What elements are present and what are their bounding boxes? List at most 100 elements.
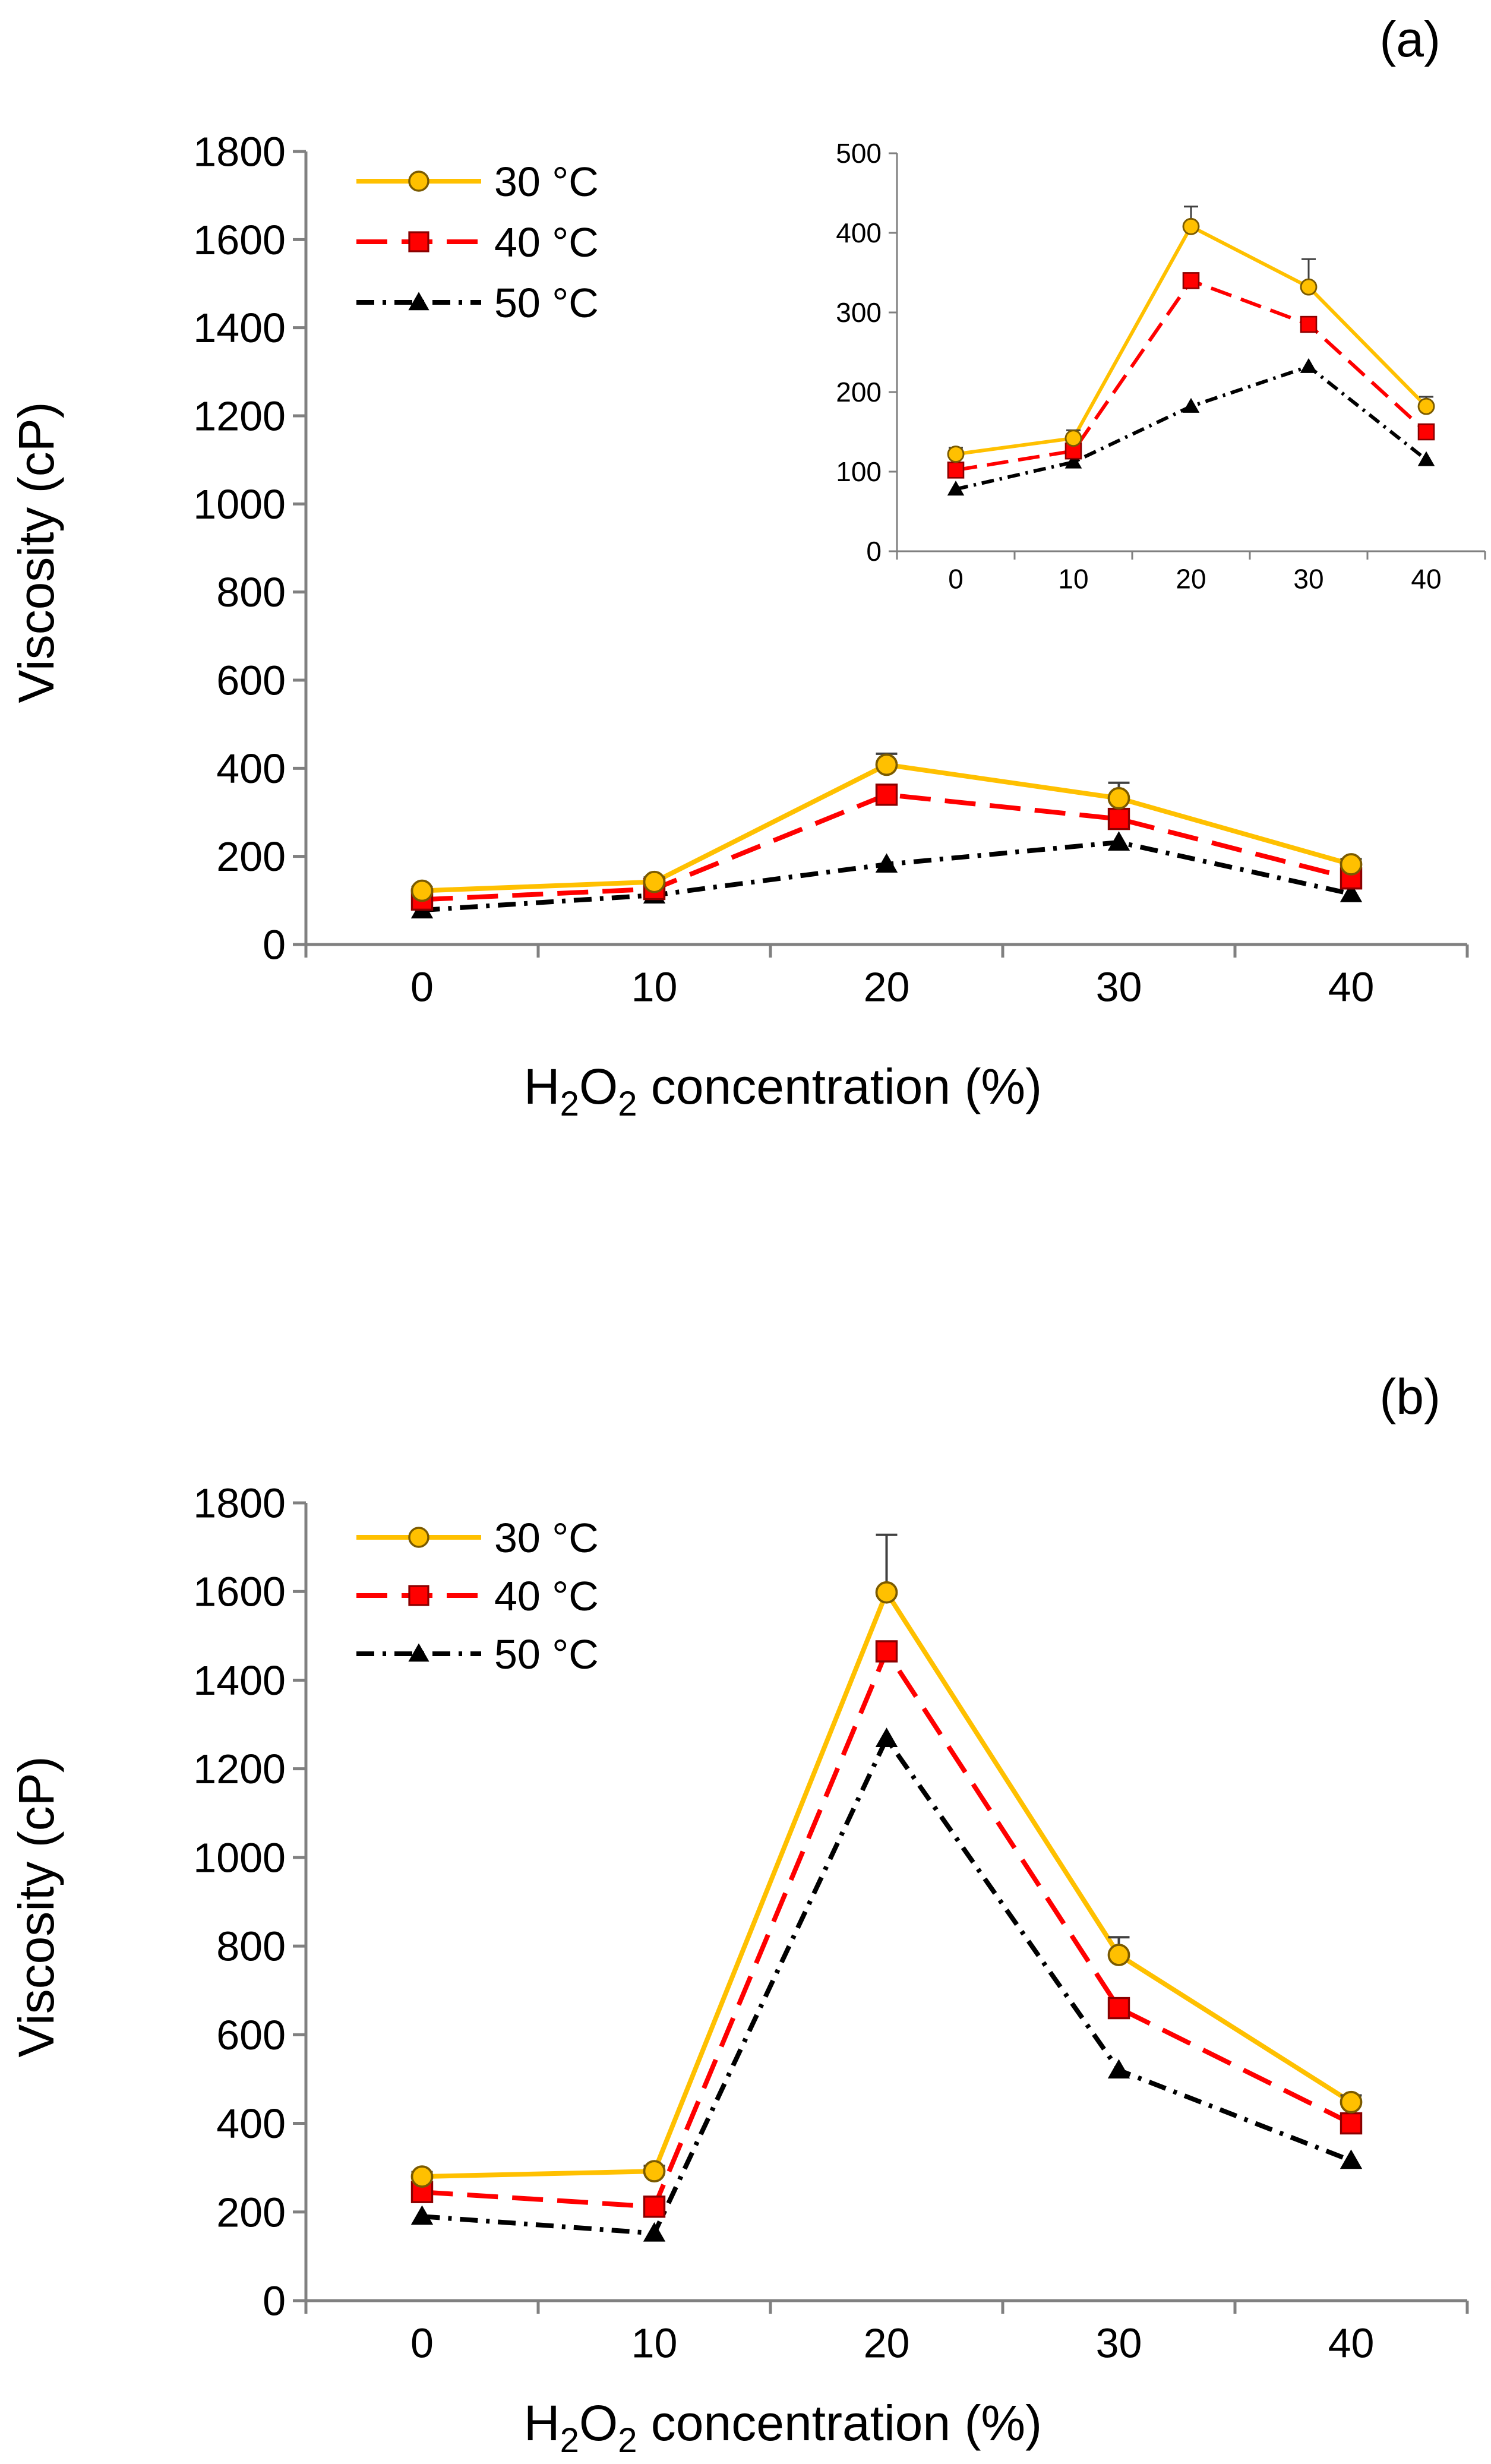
panel-a-legend-label: 40 °C — [494, 219, 599, 266]
panel-b-series-30c-point — [643, 2160, 666, 2183]
panel-b-series-30c-line — [422, 1590, 1353, 2179]
panel-b-legend-label: 30 °C — [494, 1515, 599, 1561]
panel-a-inset-series-30c-point — [1182, 217, 1200, 235]
panel-b-legend-label: 40 °C — [494, 1573, 599, 1619]
panel-a-y-tick-label: 400 — [216, 745, 286, 792]
panel-a-legend-marker — [408, 231, 429, 252]
panel-b-legend: 30 °C 40 °C 50 °C — [356, 1515, 599, 1678]
panel-a-y-tick-label: 1000 — [193, 481, 286, 527]
panel-a-series-30c-point — [1107, 786, 1130, 810]
panel-a-inset-series-30c-point — [1417, 397, 1435, 415]
panel-b-series-40c-point — [875, 1640, 898, 1663]
panel-a-inset-x-tick-label: 20 — [1176, 563, 1206, 594]
panel-a-inset-y-tick-label: 300 — [836, 297, 882, 328]
panel-a-y-tick-label: 1400 — [193, 305, 286, 351]
panel-a-x-tick-label: 40 — [1328, 964, 1375, 1010]
panel-b-legend-marker — [408, 1527, 429, 1548]
panel-b-y-tick-label: 800 — [216, 1923, 286, 1970]
panel-a-inset-series-40c-point — [1182, 272, 1200, 289]
panel-a-inset-series-50c-point — [1417, 451, 1435, 466]
panel-b-legend-label: 50 °C — [494, 1631, 599, 1678]
panel-a-y-tick-label: 200 — [216, 833, 286, 880]
panel-b-series-50c-point — [875, 1727, 898, 1747]
panel-a-y-tick-label: 0 — [263, 922, 286, 968]
panel-b-y-tick-label: 1800 — [193, 1480, 286, 1527]
panel-a-series-50c-point — [1107, 831, 1130, 851]
panel-b-series-30c-point — [410, 2165, 434, 2188]
panel-a-y-axis-label: Viscosity (cP) — [8, 402, 64, 703]
panel-a-inset-y-tick-label: 400 — [836, 217, 882, 248]
panel-b-y-tick-label: 0 — [263, 2278, 286, 2324]
panel-a-series-30c-point — [1340, 853, 1363, 876]
panel-a-legend-marker — [408, 292, 429, 311]
panel-a-inset-x-tick-label: 10 — [1058, 563, 1088, 594]
panel-a-inset-series-40c-line — [955, 279, 1428, 472]
panel-a-inset-series-40c-point — [1300, 315, 1318, 333]
panel-a-series-50c-line — [422, 839, 1352, 913]
panel-a-series-40c-point — [1107, 807, 1130, 830]
panel-a-inset-series-30c-point — [1300, 278, 1318, 296]
panel-a-x-tick-label: 20 — [864, 964, 910, 1010]
panel-b-y-tick-label: 400 — [216, 2100, 286, 2147]
panel-b-series-50c-point — [1107, 2059, 1130, 2079]
panel-b-legend-marker — [408, 1585, 429, 1606]
panel-b-x-tick-label: 20 — [864, 2320, 910, 2367]
panel-b-y-tick-label: 1200 — [193, 1746, 286, 1792]
panel-b-x-tick-label: 40 — [1328, 2320, 1375, 2367]
panel-a-inset-series-50c-point — [1064, 453, 1082, 469]
panel-a-x-axis-label: H2O2 concentration (%) — [524, 1059, 1042, 1123]
panel-b-chart: (b) Viscosity (cP) H2O2 concentration (%… — [8, 1369, 1469, 2460]
panel-b-y-tick-label: 1000 — [193, 1834, 286, 1881]
panel-b-y-tick-label: 1400 — [193, 1657, 286, 1704]
panel-a-inset-x-tick-label: 40 — [1411, 563, 1441, 594]
panel-a-series-40c-point — [875, 784, 898, 806]
panel-b-series-40c-point — [1340, 2112, 1363, 2135]
panel-a-legend-label: 30 °C — [494, 159, 599, 205]
panel-a-inset-series-50c-point — [1300, 358, 1318, 373]
panel-b-legend-marker — [408, 1643, 429, 1662]
panel-a-inset-y-tick-label: 0 — [866, 536, 882, 567]
panel-a-series-30c-point — [643, 870, 666, 893]
panel-b-series-30c-point — [1107, 1944, 1130, 1966]
panel-b-series-30c-point — [1340, 2090, 1363, 2114]
panel-b-x-axis-label: H2O2 concentration (%) — [524, 2395, 1042, 2460]
panel-b-series-40c-point — [1107, 1997, 1130, 2020]
panel-a-y-tick-label: 800 — [216, 569, 286, 615]
panel-a-inset-series-50c-point — [1182, 397, 1200, 413]
panel-a-inset-y-tick-label: 500 — [836, 138, 882, 169]
panel-a-inset-series-30c-point — [1064, 429, 1082, 447]
panel-a-series-50c-point — [1340, 883, 1363, 902]
panel-a-inset-series-30c-point — [947, 446, 965, 463]
panel-a-series-40c-line — [422, 792, 1352, 902]
panel-b-y-tick-label: 200 — [216, 2189, 286, 2235]
panel-b-series-40c-point — [643, 2196, 666, 2218]
panel-b-y-tick-label: 1600 — [193, 1569, 286, 1615]
panel-a-series-30c-point — [875, 753, 898, 776]
panel-a-x-tick-label: 0 — [410, 964, 434, 1010]
panel-a-inset-series-40c-point — [1417, 423, 1435, 441]
panel-b-x-tick-label: 0 — [410, 2320, 434, 2367]
panel-a-inset-x-tick-label: 30 — [1293, 563, 1323, 594]
panel-a-inset-y-tick-label: 200 — [836, 377, 882, 407]
panel-b-series-30c-point — [875, 1581, 898, 1604]
panel-a-y-tick-label: 1200 — [193, 393, 286, 440]
panel-a-legend-marker — [408, 170, 429, 192]
panel-b-y-tick-label: 600 — [216, 2012, 286, 2058]
panel-a-label: (a) — [1379, 11, 1441, 67]
panel-b-axes: 0 200 400 600 800 1000 1200 1400 1600 1800 0 10 20 30… — [193, 1480, 1469, 2367]
panel-b-series-50c-line — [422, 1736, 1352, 2236]
panel-a-inset-y-tick-label: 100 — [836, 456, 882, 487]
panel-b-x-tick-label: 30 — [1096, 2320, 1142, 2367]
panel-a-y-tick-label: 1800 — [193, 129, 286, 175]
panel-a-x-tick-label: 30 — [1096, 964, 1142, 1010]
panel-a-inset-series-40c-point — [947, 462, 965, 479]
panel-b-y-axis-label: Viscosity (cP) — [8, 1756, 64, 2057]
panel-b-series-50c-point — [1340, 2149, 1363, 2169]
panel-a-y-tick-label: 600 — [216, 658, 286, 704]
panel-a-inset-chart: 0 100 200 300 400 500 0 10 20 30 40 — [836, 138, 1486, 594]
panel-a-inset-series-50c-point — [947, 481, 965, 496]
panel-a-y-tick-label: 1600 — [193, 217, 286, 263]
panel-b-series-50c-point — [410, 2205, 434, 2225]
